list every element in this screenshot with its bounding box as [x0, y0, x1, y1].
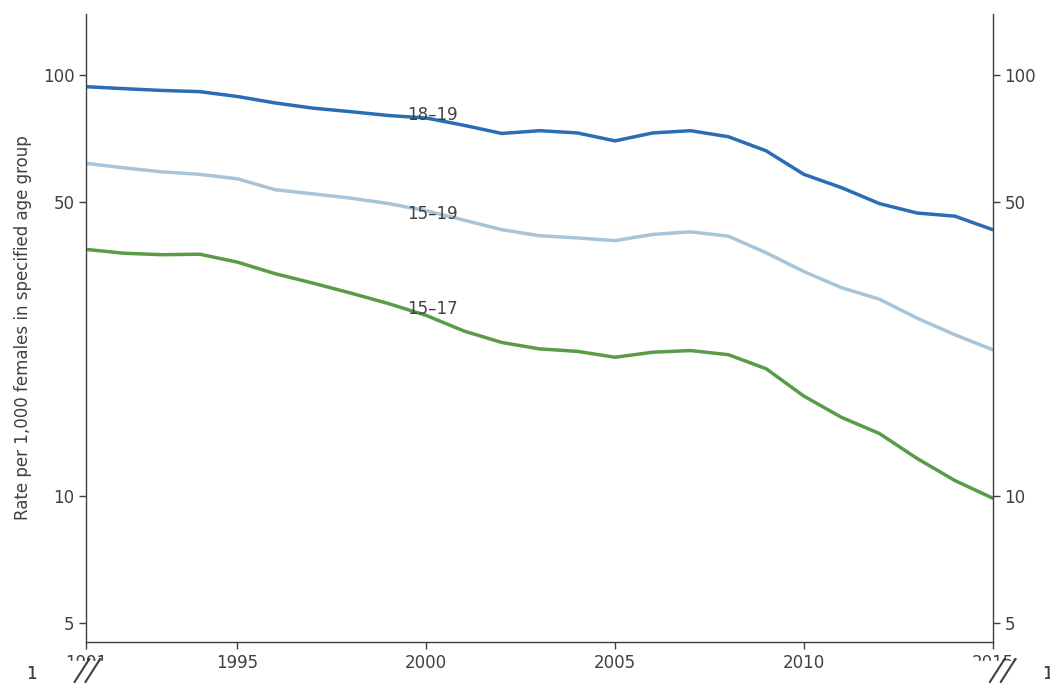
Text: 15–19: 15–19 — [407, 205, 458, 224]
Text: 15–17: 15–17 — [407, 300, 458, 318]
Text: 1: 1 — [26, 665, 37, 683]
Text: 1: 1 — [1043, 665, 1050, 683]
Text: 18–19: 18–19 — [407, 106, 458, 124]
Bar — [64, 661, 109, 686]
Bar — [970, 661, 1015, 686]
Text: 1: 1 — [1043, 665, 1050, 683]
Text: 1: 1 — [26, 665, 37, 683]
Y-axis label: Rate per 1,000 females in specified age group: Rate per 1,000 females in specified age … — [14, 136, 32, 521]
